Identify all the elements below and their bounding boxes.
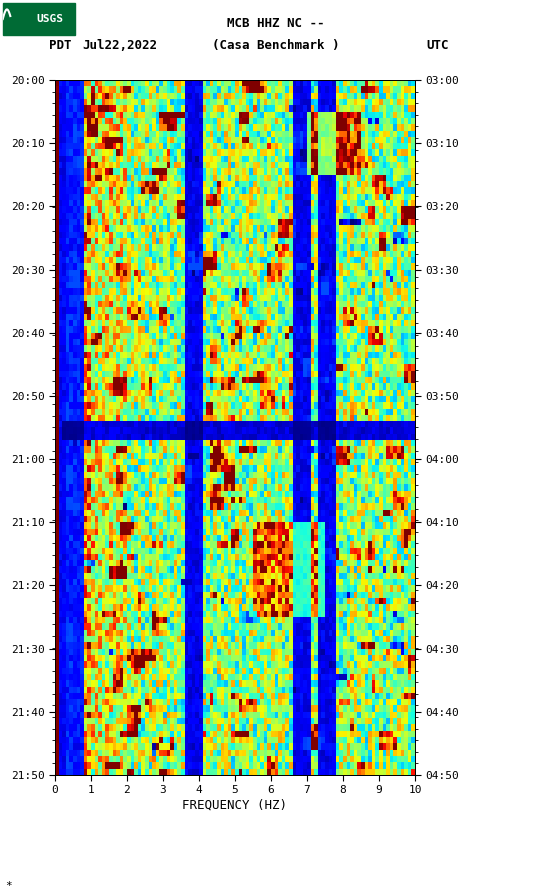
- Text: UTC: UTC: [426, 39, 449, 52]
- X-axis label: FREQUENCY (HZ): FREQUENCY (HZ): [183, 798, 288, 811]
- Text: *: *: [6, 880, 12, 890]
- Text: MCB HHZ NC --: MCB HHZ NC --: [227, 17, 325, 30]
- Text: (Casa Benchmark ): (Casa Benchmark ): [213, 39, 339, 52]
- Text: USGS: USGS: [36, 14, 63, 24]
- Text: PDT: PDT: [50, 39, 72, 52]
- Text: Jul22,2022: Jul22,2022: [83, 39, 158, 52]
